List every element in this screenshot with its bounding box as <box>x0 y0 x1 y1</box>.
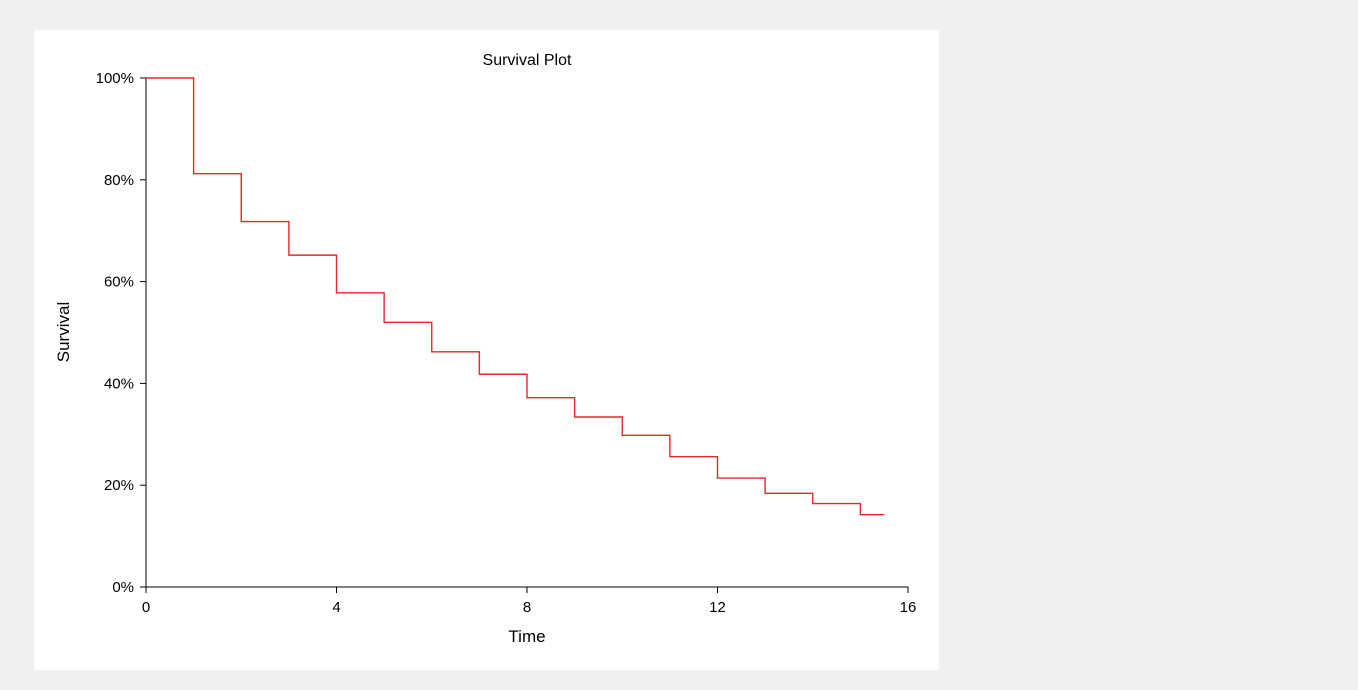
y-tick-label: 80% <box>104 172 134 189</box>
survival-step-line <box>146 77 885 516</box>
chart-panel: Survival Plot 0% 20% 40% 60% 80% 100% 0 4 8 12 16… <box>34 30 939 670</box>
series-layer <box>146 77 885 516</box>
chart-title: Survival Plot <box>483 52 572 69</box>
y-tick-label: 40% <box>104 375 134 392</box>
x-axis-ticks: 0 4 8 12 16 <box>142 587 917 616</box>
y-axis-ticks: 0% 20% 40% 60% 80% 100% <box>96 70 146 596</box>
survival-chart: Survival Plot 0% 20% 40% 60% 80% 100% 0 4 8 12 16… <box>54 52 917 646</box>
x-tick-label: 16 <box>900 599 917 616</box>
x-tick-label: 8 <box>523 599 531 616</box>
y-tick-label: 60% <box>104 274 134 291</box>
y-axis-title: Survival <box>54 302 73 362</box>
y-tick-label: 20% <box>104 477 134 494</box>
y-tick-label: 100% <box>96 70 134 87</box>
x-tick-label: 4 <box>332 599 340 616</box>
x-tick-label: 12 <box>709 599 726 616</box>
x-axis-title: Time <box>508 627 545 646</box>
x-tick-label: 0 <box>142 599 150 616</box>
y-tick-label: 0% <box>112 579 134 596</box>
